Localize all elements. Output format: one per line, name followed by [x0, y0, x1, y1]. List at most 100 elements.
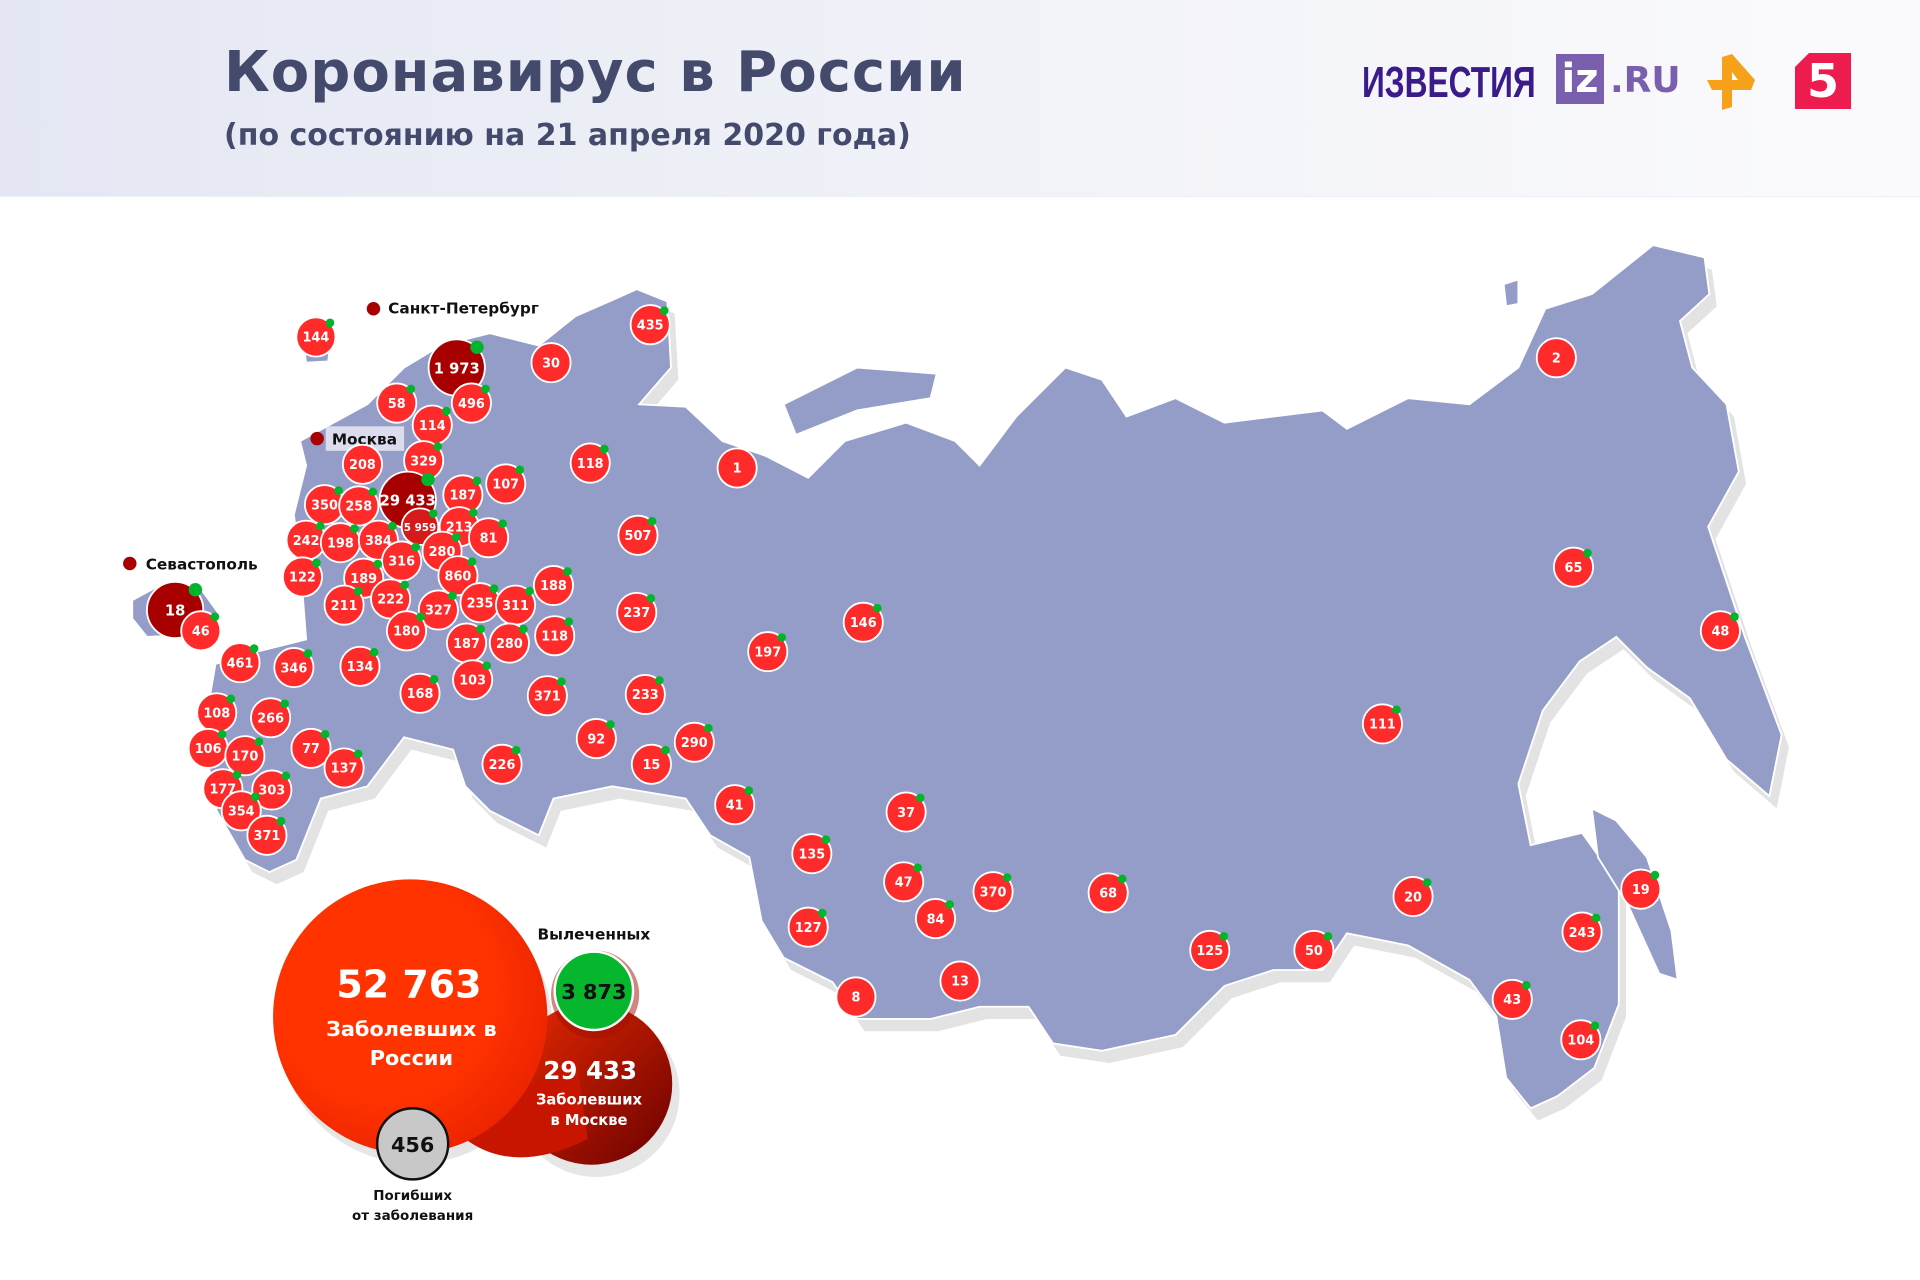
region-bubble[interactable]: 168	[399, 672, 441, 714]
region-bubble[interactable]: 20	[1392, 876, 1434, 918]
header: Коронавирус в России (по состоянию на 21…	[0, 0, 1920, 197]
region-bubble[interactable]: 198	[319, 522, 361, 564]
recovered-dot	[368, 487, 378, 497]
region-bubble[interactable]: 111	[1361, 703, 1403, 745]
region-bubble[interactable]: 211	[323, 584, 365, 626]
region-bubble[interactable]: 860	[437, 555, 479, 597]
region-bubble[interactable]: 47	[883, 861, 925, 903]
region-bubble[interactable]: 135	[791, 833, 833, 875]
region-bubble[interactable]: 354	[220, 790, 262, 832]
region-bubble[interactable]: 103	[452, 659, 494, 701]
region-bubble[interactable]: 144	[295, 316, 337, 358]
region-bubble[interactable]: 180	[386, 610, 428, 652]
region-bubble[interactable]: 235	[459, 582, 501, 624]
region-bubble[interactable]: 107	[485, 463, 527, 505]
region-bubble[interactable]: 118	[534, 615, 576, 657]
region-bubble[interactable]: 48	[1699, 610, 1741, 652]
region-bubble[interactable]: 461	[219, 642, 261, 684]
region-bubble[interactable]: 329	[403, 440, 445, 482]
region-bubble[interactable]: 8	[835, 976, 877, 1018]
region-bubble-circle	[250, 697, 292, 739]
region-bubble[interactable]: 37	[885, 791, 927, 833]
recovered-dot	[704, 723, 713, 733]
region-bubble[interactable]: 226	[481, 743, 523, 785]
region-bubble-circle	[569, 442, 611, 484]
recovered-dot	[353, 586, 363, 596]
region-bubble[interactable]: 370	[972, 871, 1014, 913]
region-bubble[interactable]: 290	[673, 721, 715, 763]
region-bubble[interactable]: 233	[624, 673, 666, 715]
region-bubble-circle	[219, 642, 261, 684]
region-bubble[interactable]: 507	[617, 514, 659, 556]
ren-tv-logo[interactable]	[1705, 52, 1759, 112]
recovered-dot	[353, 749, 363, 759]
region-bubble[interactable]: 77	[290, 727, 332, 769]
region-cases-label: 213	[446, 520, 473, 535]
region-bubble[interactable]: 137	[323, 747, 365, 789]
region-bubble[interactable]: 104	[1560, 1019, 1602, 1061]
region-bubble[interactable]: 58	[376, 382, 418, 424]
region-bubble[interactable]: 1 973	[427, 338, 486, 397]
region-bubble[interactable]: 92	[575, 718, 617, 760]
region-bubble[interactable]: 258	[338, 485, 380, 527]
region-bubble[interactable]: 197	[747, 631, 789, 673]
region-bubble[interactable]: 303	[251, 769, 293, 811]
region-bubble[interactable]: 81	[468, 517, 510, 559]
recovered-dot	[1002, 873, 1012, 882]
region-cases-label: 226	[489, 758, 516, 773]
region-bubble[interactable]: 311	[495, 584, 537, 626]
region-bubble[interactable]: 243	[1561, 911, 1603, 953]
region-bubble[interactable]: 30	[530, 342, 572, 384]
region-bubble[interactable]: 371	[246, 814, 288, 856]
recovered-dot	[428, 509, 438, 518]
recovered-dot	[1583, 548, 1592, 558]
region-bubble[interactable]: 118	[569, 442, 611, 484]
region-bubble[interactable]: 43	[1491, 978, 1533, 1020]
region-bubble[interactable]: 435	[629, 304, 671, 346]
region-bubble[interactable]: 146	[842, 601, 884, 643]
region-bubble[interactable]: 1	[716, 447, 758, 489]
region-bubble[interactable]: 371	[526, 675, 568, 717]
region-bubble[interactable]: 266	[250, 697, 292, 739]
iz-ru-logo[interactable]: .RU	[1610, 60, 1681, 101]
region-bubble[interactable]: 242	[285, 519, 327, 561]
region-bubble[interactable]: 350	[303, 484, 345, 526]
region-bubble[interactable]: 188	[532, 565, 574, 607]
region-bubble-circle	[224, 735, 266, 777]
region-bubble[interactable]: 65	[1552, 546, 1594, 588]
region-cases-label: 187	[449, 489, 476, 504]
iz-logo[interactable]: iz	[1556, 54, 1604, 104]
region-bubble[interactable]: 41	[714, 784, 756, 826]
region-bubble[interactable]: 346	[273, 647, 315, 689]
region-bubble[interactable]: 19	[1620, 868, 1662, 910]
region-bubble[interactable]: 15	[630, 743, 672, 785]
region-bubble[interactable]: 170	[224, 735, 266, 777]
region-bubble[interactable]: 84	[915, 898, 957, 940]
region-bubble[interactable]: 106	[187, 727, 229, 769]
region-bubble[interactable]: 237	[616, 591, 658, 633]
region-bubble[interactable]: 122	[281, 556, 323, 598]
region-bubble-circle	[376, 382, 418, 424]
region-bubble-circle	[716, 447, 758, 489]
izvestia-logo[interactable]: ИЗВЕСТИЯ	[1362, 58, 1536, 107]
region-bubble-circle	[399, 672, 441, 714]
region-bubble[interactable]: 187	[446, 622, 488, 664]
region-bubble[interactable]: 13	[939, 960, 981, 1002]
region-bubble[interactable]: 127	[787, 906, 829, 948]
region-bubble[interactable]: 208	[341, 443, 383, 485]
region-bubble[interactable]: 50	[1293, 929, 1335, 971]
region-bubble[interactable]: 125	[1189, 929, 1231, 971]
channel-5-logo[interactable]: 5	[1795, 53, 1851, 109]
region-bubble[interactable]: 2	[1535, 337, 1577, 379]
region-bubble[interactable]: 68	[1087, 872, 1129, 914]
region-bubble[interactable]: 496	[450, 382, 492, 424]
region-bubble[interactable]: 187	[442, 474, 484, 516]
region-bubble[interactable]: 134	[339, 645, 381, 687]
region-bubble[interactable]: 280	[488, 622, 530, 664]
region-bubble[interactable]: 327	[417, 589, 459, 631]
region-bubble[interactable]: 316	[381, 540, 423, 582]
region-bubble[interactable]: 114	[411, 404, 453, 446]
region-cases-label: 860	[445, 569, 472, 584]
region-bubble[interactable]: 46	[180, 610, 222, 652]
region-bubble[interactable]: 108	[196, 692, 238, 734]
